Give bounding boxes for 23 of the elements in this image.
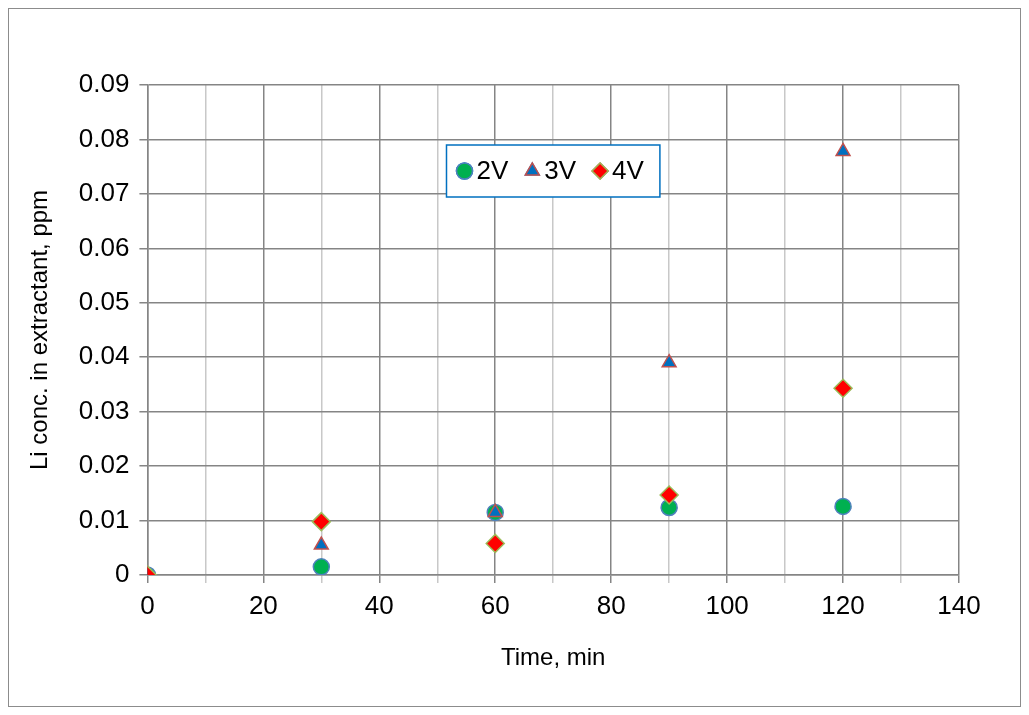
y-tick-label: 0.04 xyxy=(78,340,130,371)
y-axis-title: Li conc. in extractant, ppm xyxy=(25,189,53,471)
legend-label: 3V xyxy=(544,155,577,186)
x-axis-title: Time, min xyxy=(500,643,606,671)
x-tick-label: 120 xyxy=(821,589,865,620)
y-tick-label: 0.08 xyxy=(78,122,130,153)
x-tick-label: 60 xyxy=(480,589,510,620)
x-tick-label: 80 xyxy=(596,589,626,620)
x-tick-label: 40 xyxy=(364,589,394,620)
x-tick-label: 100 xyxy=(705,589,749,620)
y-tick-label: 0.03 xyxy=(78,394,130,425)
y-tick-label: 0 xyxy=(114,558,130,589)
legend-label: 2V xyxy=(476,155,509,186)
x-tick-label: 0 xyxy=(140,589,155,620)
y-tick-label: 0.01 xyxy=(78,503,130,534)
legend-label: 4V xyxy=(612,155,645,186)
y-tick-label: 0.05 xyxy=(78,285,130,316)
y-tick-label: 0.02 xyxy=(78,449,130,480)
y-tick-label: 0.09 xyxy=(78,68,130,99)
y-tick-label: 0.06 xyxy=(78,231,130,262)
x-tick-label: 140 xyxy=(937,589,981,620)
y-tick-label: 0.07 xyxy=(78,177,130,208)
x-tick-label: 20 xyxy=(248,589,278,620)
